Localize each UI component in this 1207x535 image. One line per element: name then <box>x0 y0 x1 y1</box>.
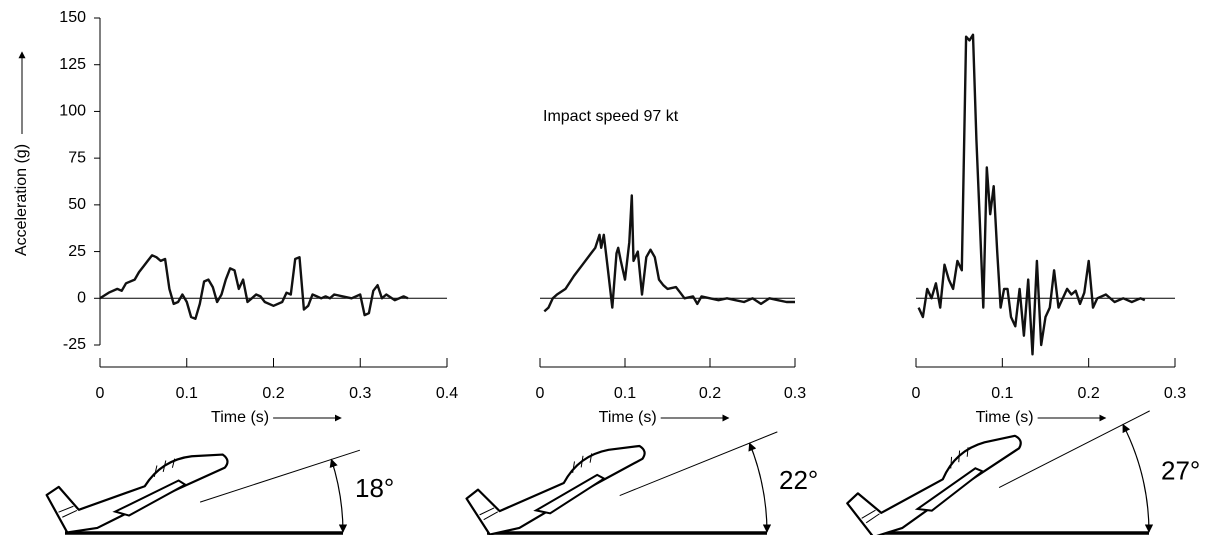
attitude-line <box>619 431 778 497</box>
x-tick-label: 0 <box>912 385 921 402</box>
y-axis-label: Acceleration (g) <box>13 144 30 256</box>
data-line <box>99 254 409 320</box>
angle-label: 22° <box>779 465 818 495</box>
y-tick-label: -25 <box>63 336 86 353</box>
y-tick-label: 125 <box>59 56 86 73</box>
wing <box>112 479 188 517</box>
x-tick-label: 0.2 <box>1078 385 1100 402</box>
wing <box>914 467 985 512</box>
fuselage <box>45 453 229 534</box>
angle-arc <box>1122 423 1154 533</box>
fuselage <box>465 444 646 535</box>
y-tick-label: 100 <box>59 103 86 120</box>
details <box>479 453 593 521</box>
y-tick-label: 50 <box>68 196 86 213</box>
x-tick-label: 0.3 <box>349 385 371 402</box>
x-tick-label: 0.1 <box>991 385 1013 402</box>
x-tick-label: 0 <box>96 385 105 402</box>
angle-arc <box>329 458 348 533</box>
x-axis-label: Time (s) <box>976 409 1034 426</box>
angle-label: 27° <box>1161 456 1200 486</box>
y-tick-label: 75 <box>68 149 86 166</box>
x-tick-label: 0.2 <box>699 385 721 402</box>
aircraft <box>45 453 229 534</box>
data-line <box>917 33 1146 356</box>
details <box>58 458 176 518</box>
fuselage <box>846 434 1022 535</box>
annotation: Impact speed 97 kt <box>543 108 679 125</box>
x-tick-label: 0.4 <box>436 385 458 402</box>
x-tick-label: 0.1 <box>614 385 636 402</box>
angle-label: 18° <box>355 473 394 503</box>
details <box>861 447 969 524</box>
x-tick-label: 0.3 <box>1164 385 1186 402</box>
aircraft <box>846 434 1022 535</box>
y-tick-label: 150 <box>59 9 86 26</box>
wing <box>533 473 607 515</box>
attitude-line <box>998 410 1150 489</box>
x-tick-label: 0.3 <box>784 385 806 402</box>
aircraft <box>465 444 646 535</box>
x-axis-label: Time (s) <box>599 409 657 426</box>
y-tick-label: 0 <box>77 290 86 307</box>
x-axis-label: Time (s) <box>211 409 269 426</box>
x-tick-label: 0 <box>536 385 545 402</box>
data-line <box>543 194 795 313</box>
y-tick-label: 25 <box>68 243 86 260</box>
x-tick-label: 0.1 <box>176 385 198 402</box>
angle-arc <box>748 442 772 533</box>
x-tick-label: 0.2 <box>262 385 284 402</box>
